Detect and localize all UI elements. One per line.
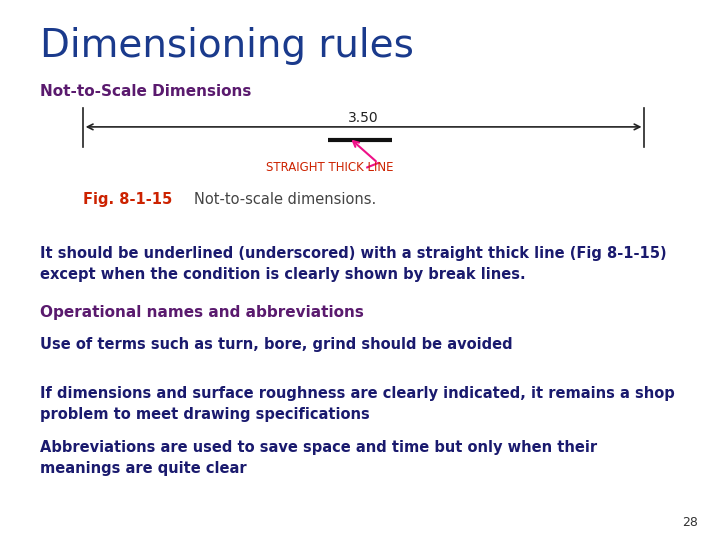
Text: If dimensions and surface roughness are clearly indicated, it remains a shop
pro: If dimensions and surface roughness are … <box>40 386 675 422</box>
Text: Dimensioning rules: Dimensioning rules <box>40 27 413 65</box>
Text: Use of terms such as turn, bore, grind should be avoided: Use of terms such as turn, bore, grind s… <box>40 338 512 353</box>
Text: 28: 28 <box>683 516 698 529</box>
Text: STRAIGHT THICK LINE: STRAIGHT THICK LINE <box>266 161 394 174</box>
Text: Not-to-scale dimensions.: Not-to-scale dimensions. <box>194 192 377 207</box>
Text: It should be underlined (underscored) with a straight thick line (Fig 8-1-15)
ex: It should be underlined (underscored) wi… <box>40 246 666 282</box>
Text: Operational names and abbreviations: Operational names and abbreviations <box>40 305 364 320</box>
Text: Fig. 8-1-15: Fig. 8-1-15 <box>83 192 172 207</box>
Text: Abbreviations are used to save space and time but only when their
meanings are q: Abbreviations are used to save space and… <box>40 440 597 476</box>
Text: Not-to-Scale Dimensions: Not-to-Scale Dimensions <box>40 84 251 99</box>
Text: 3.50: 3.50 <box>348 111 379 125</box>
